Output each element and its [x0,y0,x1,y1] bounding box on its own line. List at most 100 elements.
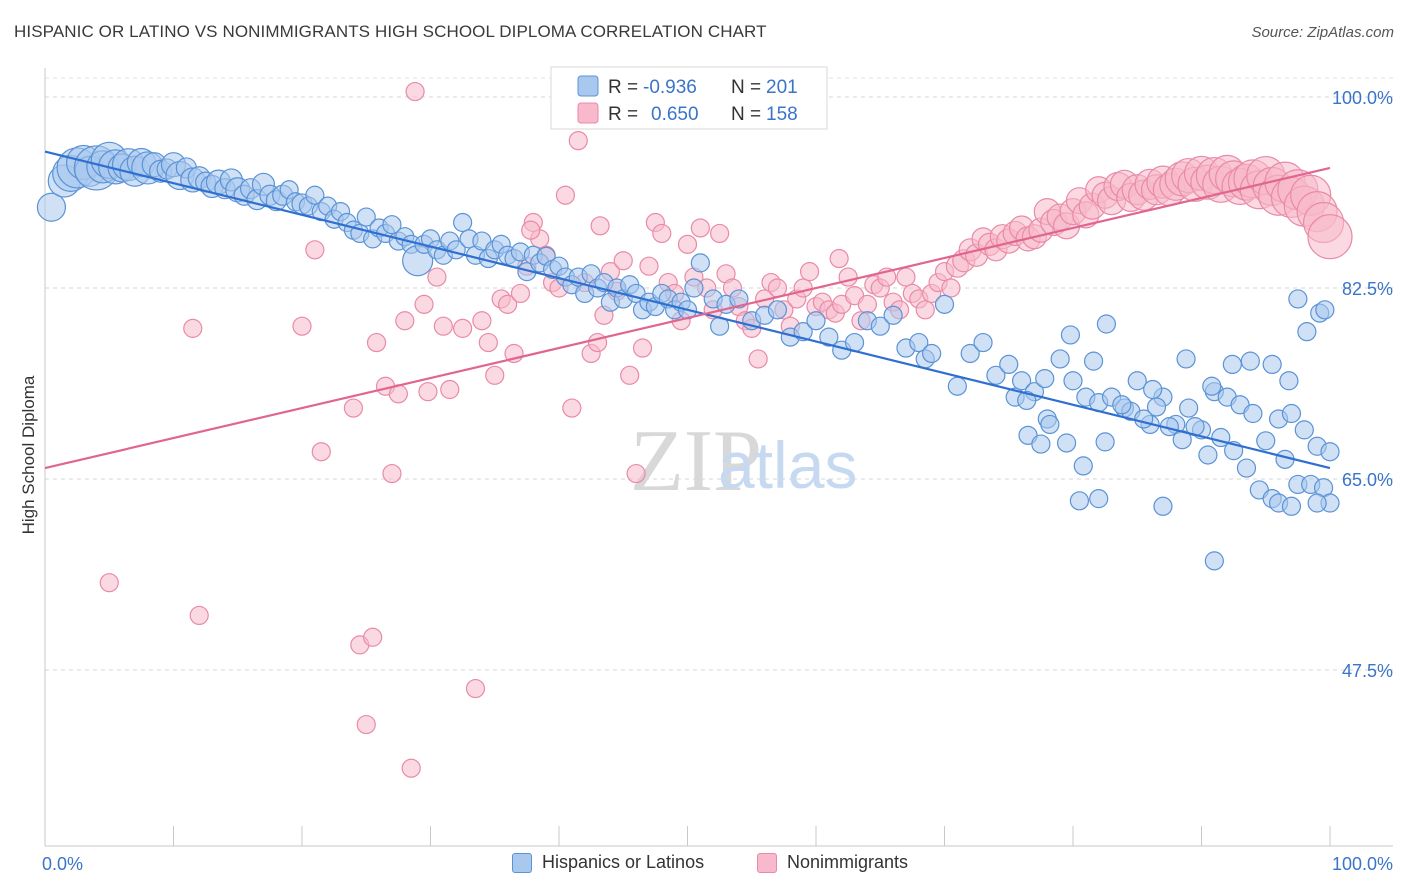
nonimmigrants-point [896,267,916,287]
nonimmigrants-point [677,234,698,254]
legend-swatch-hispanics [512,852,532,873]
legend-n-value-1: 201 [766,77,798,98]
nonimmigrants-point [799,262,820,282]
hispanics-point [1288,289,1308,309]
y-tick-label: 65.0% [1342,470,1393,490]
nonimmigrants-trend-line [44,166,1331,470]
hispanics-point [1143,379,1163,400]
hispanics-point [1040,414,1060,435]
hispanics-point [934,294,955,314]
legend-n-label-2: N = [731,104,761,125]
nonimmigrants-point [189,605,209,626]
nonimmigrants-point [632,338,653,358]
nonimmigrants-point [356,714,376,735]
watermark-atlas: atlas [718,428,857,502]
legend-r-value-2: 0.650 [651,104,699,125]
hispanics-point [1243,403,1263,424]
hispanics-point [1256,431,1276,451]
y-tick-label: 82.5% [1342,279,1393,299]
nonimmigrants-point [587,332,608,353]
hispanics-point [999,354,1019,374]
hispanics-point [767,300,788,320]
nonimmigrants-point [1307,214,1353,260]
hispanics-point [1127,371,1147,391]
nonimmigrants-point [710,223,730,244]
hispanics-point [1035,368,1055,389]
hispanics-point [1262,354,1282,374]
nonimmigrants-point [793,278,813,298]
nonimmigrants-point [498,294,518,314]
hispanics-point [305,185,325,205]
nonimmigrants-point [941,278,961,298]
nonimmigrants-point [857,294,878,314]
y-tick-label: 100.0% [1332,88,1393,108]
hispanics-point [453,212,473,233]
legend-label-hispanics: Hispanics or Latinos [542,852,705,872]
hispanics-point [1222,354,1242,374]
hispanics-point [883,305,903,325]
nonimmigrants-point [590,216,610,236]
nonimmigrants-point [639,256,659,276]
hispanics-point [690,253,710,273]
hispanics-point [986,365,1006,385]
x-tick-label: 100.0% [1332,854,1393,874]
hispanics-point [922,343,942,364]
legend-swatch-pink [577,102,599,124]
nonimmigrants-point [568,131,588,151]
hispanics-point [947,376,967,396]
hispanics-point [1204,551,1224,571]
nonimmigrants-point [405,81,425,102]
hispanics-point [1011,371,1032,391]
nonimmigrants-point [652,223,672,244]
hispanics-point [356,207,376,227]
nonimmigrants-point [478,332,498,353]
hispanics-point [1198,445,1218,465]
nonimmigrants-point [395,311,415,331]
nonimmigrants-point [767,278,788,298]
nonimmigrants-point [453,318,473,338]
nonimmigrants-point [401,758,421,778]
legend-swatch-blue [577,75,599,97]
legend-r-value-1: -0.936 [643,77,697,98]
hispanics-point [1089,489,1109,509]
nonimmigrants-point [99,573,119,593]
legend-swatch-nonimmigrants [757,852,777,873]
hispanics-point [1031,434,1051,454]
hispanics-point [870,316,890,336]
legend-top: R = -0.936 N = 201 R = 0.650 N = 158 [550,66,828,130]
hispanics-point [1240,351,1260,371]
hispanics-point [819,327,839,347]
hispanics-point [1017,390,1037,411]
hispanics-point [1112,395,1132,415]
nonimmigrants-point [521,220,541,240]
legend-label-nonimmigrants: Nonimmigrants [787,852,909,872]
hispanics-point [1069,491,1090,511]
hispanics-point [1294,420,1314,440]
hispanics-point [1050,349,1070,369]
hispanics-point [1320,442,1340,462]
hispanics-point [1063,371,1083,391]
hispanics-point [1153,496,1173,516]
nonimmigrants-point [555,185,576,205]
hispanics-point [1176,349,1196,369]
hispanics-point [806,311,826,331]
nonimmigrants-point [363,627,383,647]
legend-r-label-2: R = [608,104,638,125]
nonimmigrants-point [183,318,203,338]
legend-r-label-1: R = [608,77,638,98]
hispanics-point [684,278,704,298]
nonimmigrants-point [829,248,849,269]
nonimmigrants-point [620,365,640,385]
hispanics-point [1315,300,1335,320]
nonimmigrants-point [690,218,710,238]
nonimmigrants-point [472,311,492,331]
hispanics-point [1056,433,1077,453]
legend-item-hispanics: Hispanics or Latinos [512,852,704,873]
nonimmigrants-point [427,267,447,287]
nonimmigrants-point [343,398,363,418]
nonimmigrants-point [485,365,505,385]
source-label: Source: ZipAtlas.com [1251,24,1394,41]
x-tick-label: 0.0% [42,854,83,874]
hispanics-point [1083,351,1104,371]
